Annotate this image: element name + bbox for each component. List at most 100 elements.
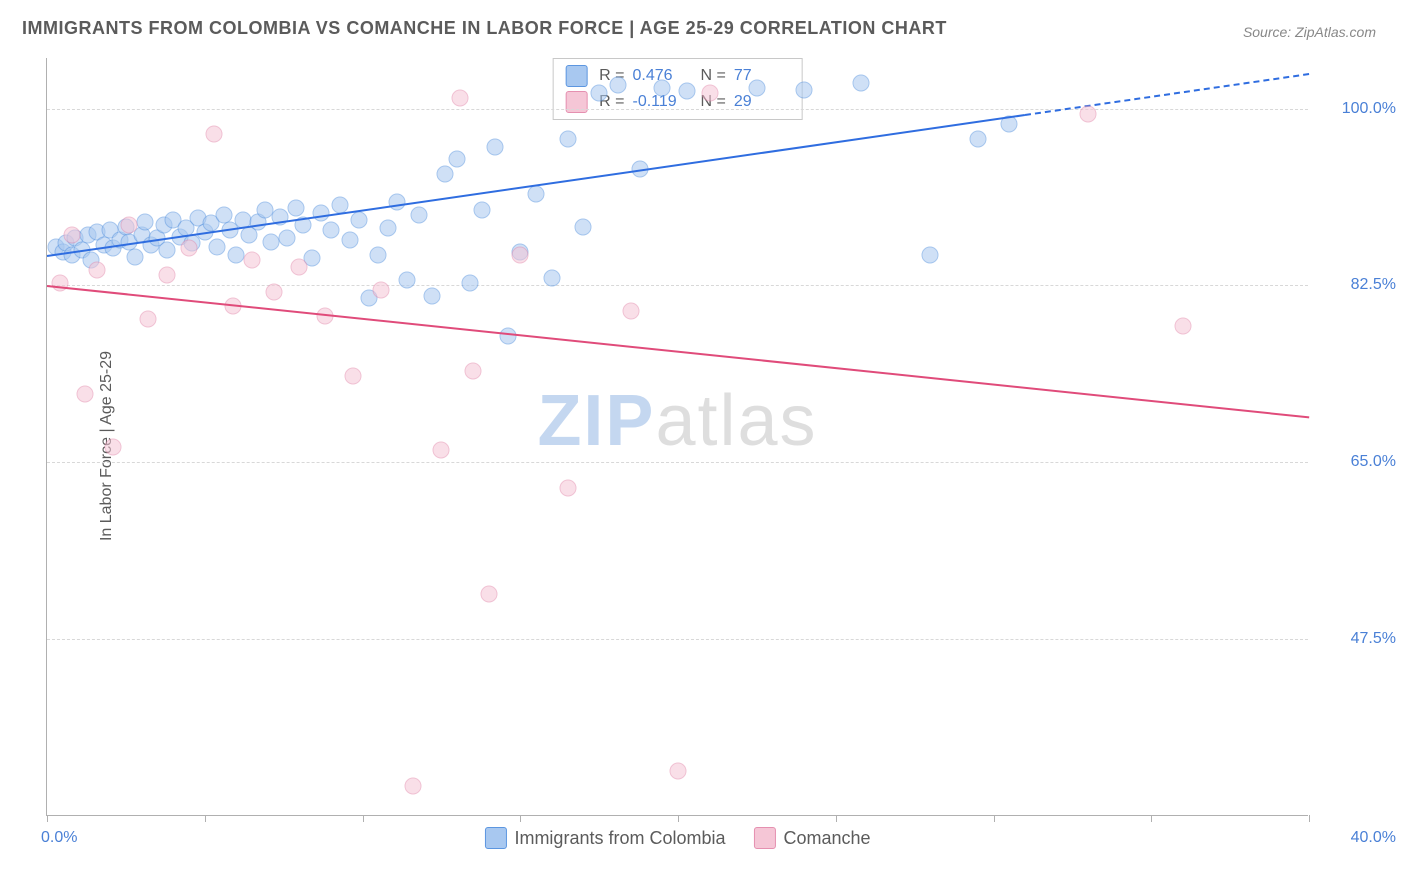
y-tick-label: 65.0% — [1316, 453, 1396, 471]
scatter-point — [373, 282, 390, 299]
scatter-point — [461, 275, 478, 292]
scatter-point — [670, 762, 687, 779]
scatter-point — [51, 275, 68, 292]
grid-line — [47, 462, 1308, 463]
watermark-atlas: atlas — [655, 381, 817, 461]
scatter-point — [748, 80, 765, 97]
scatter-point — [559, 130, 576, 147]
scatter-point — [351, 211, 368, 228]
scatter-point — [158, 267, 175, 284]
scatter-point — [701, 85, 718, 102]
scatter-point — [796, 82, 813, 99]
scatter-point — [474, 201, 491, 218]
watermark-zip: ZIP — [537, 381, 655, 461]
trend-line — [47, 114, 1025, 257]
scatter-point — [404, 777, 421, 794]
scatter-point — [449, 151, 466, 168]
chart-container: IMMIGRANTS FROM COLOMBIA VS COMANCHE IN … — [0, 0, 1406, 892]
scatter-point — [180, 240, 197, 257]
scatter-point — [127, 249, 144, 266]
scatter-point — [543, 270, 560, 287]
scatter-point — [411, 206, 428, 223]
x-tick — [47, 815, 48, 822]
y-tick-label: 100.0% — [1316, 100, 1396, 118]
legend-swatch-pink — [565, 91, 587, 113]
scatter-point — [654, 80, 671, 97]
legend-item-pink: Comanche — [754, 827, 871, 849]
legend-swatch-blue-icon — [484, 827, 506, 849]
scatter-point — [969, 130, 986, 147]
scatter-point — [852, 75, 869, 92]
scatter-point — [433, 442, 450, 459]
scatter-point — [322, 221, 339, 238]
grid-line — [47, 639, 1308, 640]
bottom-legend: Immigrants from Colombia Comanche — [484, 827, 870, 849]
scatter-point — [575, 218, 592, 235]
scatter-point — [291, 259, 308, 276]
scatter-point — [278, 229, 295, 246]
scatter-point — [209, 238, 226, 255]
scatter-point — [922, 247, 939, 264]
scatter-point — [332, 196, 349, 213]
scatter-point — [244, 252, 261, 269]
x-axis-min-label: 0.0% — [41, 829, 77, 847]
scatter-point — [480, 585, 497, 602]
scatter-point — [679, 83, 696, 100]
legend-swatch-pink-icon — [754, 827, 776, 849]
scatter-point — [228, 247, 245, 264]
scatter-point — [139, 310, 156, 327]
legend-swatch-blue — [565, 65, 587, 87]
x-tick — [520, 815, 521, 822]
scatter-point — [263, 233, 280, 250]
y-tick-label: 47.5% — [1316, 630, 1396, 648]
scatter-point — [379, 219, 396, 236]
scatter-point — [1080, 105, 1097, 122]
legend-label-pink: Comanche — [784, 828, 871, 849]
legend-item-blue: Immigrants from Colombia — [484, 827, 725, 849]
scatter-point — [487, 138, 504, 155]
grid-line — [47, 109, 1308, 110]
scatter-point — [499, 327, 516, 344]
scatter-point — [559, 479, 576, 496]
scatter-point — [370, 247, 387, 264]
trend-line — [1025, 73, 1309, 116]
scatter-point — [464, 363, 481, 380]
scatter-point — [436, 166, 453, 183]
scatter-point — [288, 199, 305, 216]
grid-line — [47, 285, 1308, 286]
scatter-point — [622, 302, 639, 319]
scatter-point — [105, 439, 122, 456]
plot-area: ZIPatlas R = 0.476 N = 77 R = -0.119 N =… — [46, 58, 1308, 816]
scatter-point — [512, 247, 529, 264]
x-tick — [836, 815, 837, 822]
scatter-point — [452, 90, 469, 107]
scatter-point — [591, 85, 608, 102]
scatter-point — [610, 77, 627, 94]
x-tick — [1151, 815, 1152, 822]
trend-line — [47, 285, 1309, 418]
x-tick — [678, 815, 679, 822]
x-tick — [205, 815, 206, 822]
scatter-point — [158, 242, 175, 259]
n-label: N = — [701, 67, 726, 85]
scatter-point — [89, 262, 106, 279]
scatter-point — [206, 125, 223, 142]
y-tick-label: 82.5% — [1316, 276, 1396, 294]
source-label: Source: ZipAtlas.com — [1243, 24, 1376, 40]
legend-label-blue: Immigrants from Colombia — [514, 828, 725, 849]
watermark: ZIPatlas — [537, 380, 817, 462]
scatter-point — [1174, 317, 1191, 334]
scatter-point — [423, 287, 440, 304]
chart-title: IMMIGRANTS FROM COLOMBIA VS COMANCHE IN … — [22, 18, 947, 39]
scatter-point — [313, 204, 330, 221]
scatter-point — [136, 213, 153, 230]
scatter-point — [398, 272, 415, 289]
scatter-point — [64, 226, 81, 243]
scatter-point — [266, 284, 283, 301]
x-tick — [363, 815, 364, 822]
scatter-point — [76, 385, 93, 402]
scatter-point — [389, 193, 406, 210]
scatter-point — [256, 201, 273, 218]
scatter-point — [345, 368, 362, 385]
x-tick — [994, 815, 995, 822]
